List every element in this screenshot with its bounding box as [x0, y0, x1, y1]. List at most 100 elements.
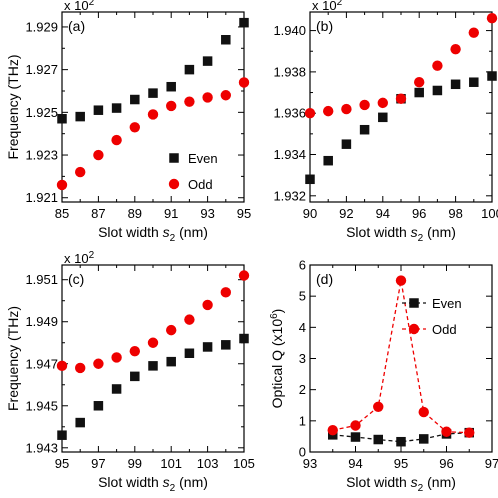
- y-tick-label: 1.938: [273, 64, 306, 79]
- series-even: [57, 333, 249, 440]
- data-point-odd: [377, 97, 388, 109]
- x-axis-title-unit: (nm): [175, 474, 208, 490]
- data-point-odd: [184, 314, 195, 325]
- x-tick-label: 98: [448, 206, 462, 221]
- x-tick-label: 91: [164, 206, 178, 221]
- data-point-odd: [432, 60, 443, 71]
- series-odd: [304, 12, 498, 119]
- y-axis-title-text: Frequency (THz): [5, 54, 21, 159]
- data-point-even: [323, 155, 333, 166]
- data-point-odd: [147, 337, 159, 348]
- y-tick-label: 1.925: [25, 105, 58, 120]
- data-point-even: [373, 434, 383, 445]
- data-point-odd: [418, 406, 429, 418]
- data-point-odd: [202, 92, 213, 103]
- legend: Even Odd: [402, 296, 462, 337]
- data-point-even: [350, 432, 361, 442]
- data-point-even: [148, 88, 158, 98]
- data-point-even: [239, 17, 249, 28]
- legend-label-even: Even: [188, 151, 218, 166]
- data-point-odd: [220, 287, 231, 298]
- data-point-odd: [93, 358, 104, 369]
- x-tick-label: 96: [439, 456, 453, 471]
- legend: Even Odd: [168, 151, 218, 192]
- data-point-even: [75, 111, 85, 122]
- data-point-even: [130, 371, 140, 382]
- scale-note-exponent: 2: [89, 250, 95, 261]
- data-point-even: [93, 401, 104, 411]
- y-axis-title-end: ): [269, 309, 285, 314]
- x-axis-title-sub: 2: [170, 483, 176, 494]
- x-axis-title: Slot width s2 (nm): [346, 474, 456, 494]
- data-point-even: [184, 348, 195, 358]
- y-tick-label: 1.923: [25, 148, 58, 163]
- y-tick-label: 1: [299, 413, 306, 428]
- x-axis-title-var: s: [411, 224, 418, 240]
- y-axis-title: Frequency (THz): [5, 306, 21, 411]
- data-point-odd: [93, 149, 104, 161]
- y-axis-title-exponent: 6: [269, 313, 280, 319]
- data-point-odd: [395, 93, 407, 104]
- legend-marker-even: [409, 298, 419, 308]
- y-tick-label: 1.945: [25, 398, 58, 413]
- data-point-odd: [129, 345, 140, 357]
- data-point-even: [414, 87, 424, 98]
- plot-frame: [61, 11, 245, 203]
- x-axis-title-text: Slot width: [98, 224, 163, 240]
- data-point-odd: [56, 360, 68, 372]
- panel-label: (d): [316, 271, 333, 287]
- data-point-odd: [468, 27, 479, 38]
- x-tick-label: 94: [348, 456, 362, 471]
- y-tick-label: 1.932: [273, 188, 306, 203]
- legend-marker-odd: [408, 323, 420, 335]
- scale-note-base: x 10: [312, 0, 337, 13]
- scale-note-base: x 10: [64, 0, 89, 13]
- y-tick-label: 1.947: [25, 356, 58, 371]
- x-axis-title-sub: 2: [170, 233, 176, 244]
- data-point-odd: [184, 96, 195, 107]
- y-tick-label: 1.921: [25, 190, 58, 205]
- data-point-even: [111, 103, 122, 113]
- data-point-even: [396, 436, 406, 447]
- legend-marker-odd: [168, 178, 180, 190]
- x-tick-label: 103: [197, 456, 219, 471]
- data-point-odd: [464, 427, 475, 438]
- x-axis-title-var: s: [163, 474, 170, 490]
- y-tick-label: 1.949: [25, 314, 58, 329]
- data-point-odd: [441, 426, 452, 437]
- y-tick-label: 1.929: [25, 19, 58, 34]
- scale-note-exponent: 2: [89, 0, 95, 8]
- x-axis-title-var: s: [411, 474, 418, 490]
- y-axis-title-text: Optical Q (x10: [269, 319, 285, 409]
- data-point-odd: [238, 270, 250, 281]
- y-tick-label: 5: [299, 289, 306, 304]
- x-tick-label: 97: [91, 456, 105, 471]
- data-point-even: [469, 77, 479, 87]
- data-point-even: [184, 64, 195, 75]
- x-tick-label: 100: [481, 206, 498, 221]
- y-scale-note: x 102: [64, 250, 95, 266]
- x-tick-label: 95: [394, 456, 408, 471]
- data-point-odd: [359, 99, 370, 111]
- x-tick-label: 105: [233, 456, 255, 471]
- x-tick-label: 90: [303, 206, 317, 221]
- x-axis-title-text: Slot width: [346, 474, 411, 490]
- y-tick-label: 6: [299, 258, 306, 273]
- data-point-even: [221, 35, 231, 45]
- data-point-odd: [350, 420, 361, 431]
- data-point-even: [419, 434, 429, 444]
- x-axis-title-sub: 2: [418, 233, 424, 244]
- data-point-odd: [111, 352, 122, 363]
- data-point-odd: [323, 105, 334, 117]
- legend-label-even: Even: [432, 296, 462, 311]
- x-axis-title: Slot width s2 (nm): [346, 224, 456, 244]
- x-axis-title-unit: (nm): [423, 474, 456, 490]
- x-tick-label: 87: [91, 206, 105, 221]
- x-tick-label: 97: [485, 456, 498, 471]
- panel-c: 95 97 99 101 103 105 1.943 1.945 1.947 1.949 1.951…: [5, 250, 255, 494]
- data-point-odd: [414, 77, 425, 88]
- x-tick-label: 94: [376, 206, 390, 221]
- panel-label: (b): [316, 18, 333, 34]
- data-point-even: [202, 56, 213, 66]
